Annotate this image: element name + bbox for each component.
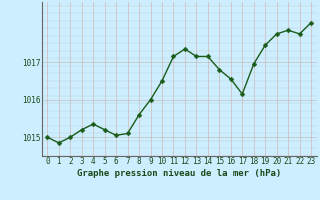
X-axis label: Graphe pression niveau de la mer (hPa): Graphe pression niveau de la mer (hPa) bbox=[77, 169, 281, 178]
